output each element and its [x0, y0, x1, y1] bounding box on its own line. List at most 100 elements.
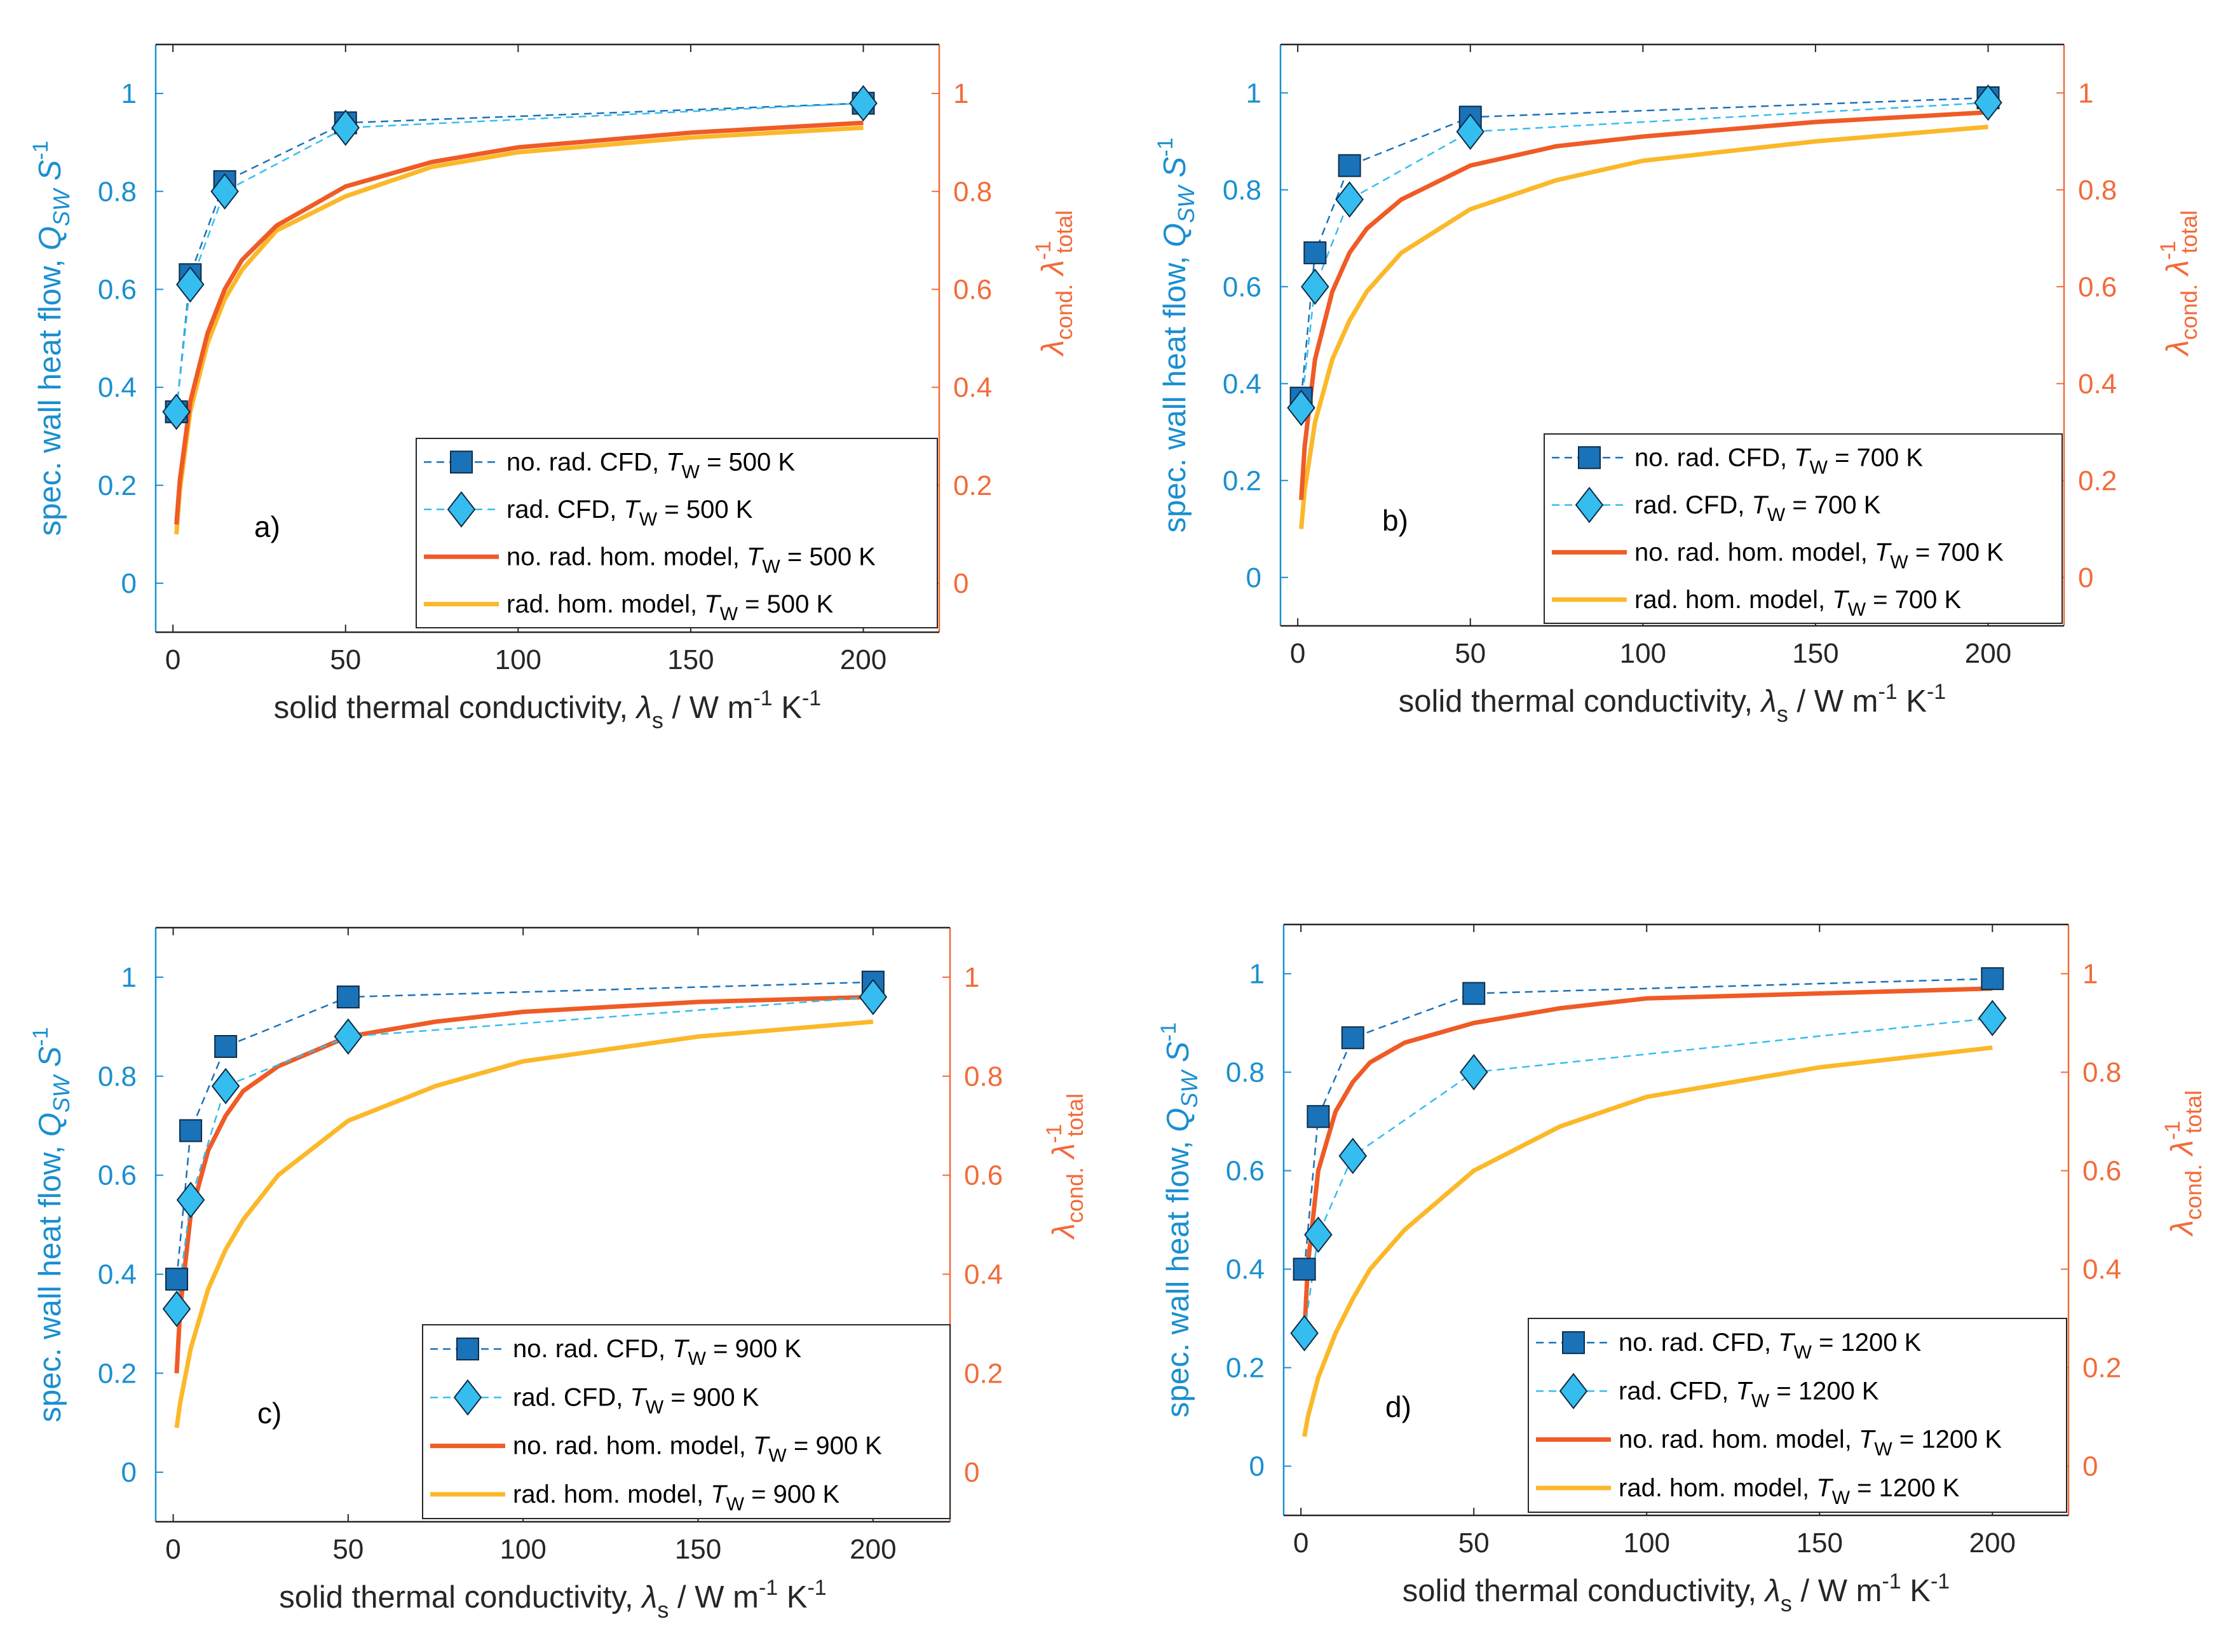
legend-marker-diamond — [447, 491, 476, 528]
legend: no. rad. CFD, TW = 700 K rad. CFD, TW = 7… — [1544, 433, 2063, 624]
panel-label: a) — [254, 510, 280, 543]
y-tick-label: 0.8 — [1223, 175, 1261, 206]
rad-cfd-point — [211, 1067, 240, 1104]
y-tick-label: 0.4 — [98, 372, 137, 403]
plot-area — [162, 970, 888, 1428]
y-axis-label: spec. wall heat flow, QSW S-1 — [29, 1027, 74, 1422]
y2-tick-label: 0.4 — [2078, 369, 2117, 400]
panel-label: b) — [1382, 504, 1408, 537]
x-axis-label: solid thermal conductivity, λs / W m-1 K… — [279, 1576, 826, 1623]
y-tick-label: 0 — [121, 568, 137, 599]
norad-cfd-point — [1307, 1105, 1330, 1128]
legend-label: no. rad. CFD, TW = 900 K — [513, 1335, 801, 1369]
y2-tick-label: 1 — [953, 78, 968, 109]
rad-cfd-point — [210, 173, 239, 210]
rad-cfd-point — [1338, 1137, 1368, 1174]
y2-tick-label: 0.6 — [964, 1160, 1003, 1191]
y2-tick-label: 0.4 — [2082, 1254, 2121, 1285]
norad-cfd-point — [1293, 1257, 1316, 1281]
legend-label: rad. CFD, TW = 700 K — [1634, 491, 1881, 525]
rad-cfd-point — [1290, 1315, 1319, 1351]
x-tick-label: 50 — [1455, 638, 1486, 669]
legend-label: no. rad. hom. model, TW = 1200 K — [1619, 1426, 2002, 1460]
rad-cfd-point — [1287, 389, 1315, 426]
norad-cfd-point — [1303, 241, 1327, 264]
series-norad-cfd-line — [1303, 978, 1993, 1269]
plot-area — [162, 85, 878, 535]
y2-tick-label: 0.8 — [2078, 175, 2117, 206]
y2-tick-label: 0.4 — [964, 1259, 1003, 1290]
series-norad-cfd-line — [1300, 97, 1988, 398]
series-rad-cfd-line — [1300, 102, 1988, 409]
norad-cfd-point — [214, 1035, 238, 1058]
x-tick-label: 200 — [850, 1534, 896, 1565]
y-tick-label: 1 — [121, 78, 137, 109]
y2-tick-label: 0.2 — [2078, 465, 2117, 496]
rad-cfd-point — [331, 109, 360, 146]
rad-cfd-point — [162, 393, 191, 430]
y-tick-label: 0.6 — [98, 1160, 137, 1191]
legend-box — [416, 438, 938, 628]
y-tick-label: 0 — [1246, 562, 1261, 593]
y-axis-label: spec. wall heat flow, QSW S-1 — [1153, 137, 1199, 532]
norad-cfd-point — [1462, 982, 1486, 1005]
legend-label: no. rad. hom. model, TW = 500 K — [506, 543, 876, 577]
y2-tick-label: 0.8 — [953, 176, 992, 207]
series-rad-hom-model-line — [1302, 1045, 1993, 1437]
y-axis-label: spec. wall heat flow, QSW S-1 — [29, 140, 74, 536]
x-tick-label: 50 — [1458, 1527, 1490, 1559]
y2-tick-label: 0.6 — [2082, 1156, 2121, 1187]
series-rad-hom-model-line — [174, 1019, 874, 1428]
y2-axis-label: λcond. λ-1total — [2156, 210, 2202, 357]
x-tick-label: 200 — [840, 644, 886, 675]
legend-label: rad. CFD, TW = 1200 K — [1619, 1377, 1879, 1411]
x-tick-label: 150 — [667, 644, 714, 675]
y2-tick-label: 0.6 — [953, 274, 992, 305]
y2-tick-label: 0 — [2078, 562, 2093, 593]
x-tick-label: 100 — [1620, 638, 1666, 669]
y2-tick-label: 1 — [2082, 959, 2098, 990]
y-tick-label: 0.2 — [98, 470, 137, 501]
series-norad-cfd-line — [175, 102, 864, 412]
x-tick-label: 0 — [165, 644, 180, 675]
series-norad-hom-model-line — [174, 120, 864, 525]
x-axis-label: solid thermal conductivity, λs / W m-1 K… — [274, 686, 821, 733]
y-axis-label: spec. wall heat flow, QSW S-1 — [1157, 1022, 1202, 1418]
y-tick-label: 0.8 — [98, 1061, 137, 1092]
panel-d: 0 50 100 150 200 0 0.2 0.4 0.6 0.8 1 0 0.2 0.4 0.6 0.8 1… — [1157, 923, 2206, 1616]
legend-box — [1544, 433, 2063, 624]
y2-tick-label: 0 — [2082, 1451, 2098, 1482]
rad-cfd-point — [1974, 84, 2002, 121]
y2-tick-label: 1 — [2078, 78, 2093, 109]
series-norad-hom-model-line — [174, 994, 873, 1374]
norad-cfd-point — [1338, 154, 1361, 177]
legend-marker-diamond — [1575, 487, 1604, 524]
legend: no. rad. CFD, TW = 500 K rad. CFD, TW = 5… — [416, 438, 938, 628]
x-tick-label: 150 — [675, 1534, 721, 1565]
rad-cfd-point — [1304, 1216, 1333, 1253]
y-tick-label: 0 — [121, 1457, 137, 1488]
x-tick-label: 0 — [1290, 638, 1305, 669]
norad-cfd-point — [165, 1268, 189, 1291]
y2-tick-label: 0.6 — [2078, 271, 2117, 302]
legend-label: rad. hom. model, TW = 500 K — [506, 590, 833, 625]
panel-c: 0 50 100 150 200 0 0.2 0.4 0.6 0.8 1 0 0.2 0.4 0.6 0.8 1… — [29, 926, 1088, 1623]
y-tick-label: 0.4 — [98, 1259, 137, 1290]
x-tick-label: 0 — [1293, 1527, 1308, 1559]
y-tick-label: 0.2 — [1223, 465, 1261, 496]
rad-cfd-point — [176, 266, 205, 303]
rad-cfd-point — [1456, 113, 1485, 150]
rad-cfd-point — [1978, 999, 2007, 1036]
rad-cfd-point — [176, 1181, 205, 1219]
panel-a: 0 50 100 150 200 0 0.2 0.4 0.6 0.8 1 0 0.2 0.4 0.6 0.8 1… — [29, 43, 1077, 733]
series-rad-cfd-line — [175, 996, 873, 1310]
y-tick-label: 0.2 — [98, 1358, 137, 1389]
y2-axis-label: λcond. λ-1total — [1042, 1093, 1088, 1240]
rad-cfd-point — [859, 978, 888, 1015]
x-tick-label: 50 — [332, 1534, 363, 1565]
legend-marker-square — [1562, 1331, 1585, 1355]
legend-label: rad. CFD, TW = 500 K — [506, 496, 753, 530]
legend-box — [1528, 1318, 2067, 1513]
x-tick-label: 150 — [1796, 1527, 1843, 1559]
norad-cfd-point — [336, 985, 360, 1009]
